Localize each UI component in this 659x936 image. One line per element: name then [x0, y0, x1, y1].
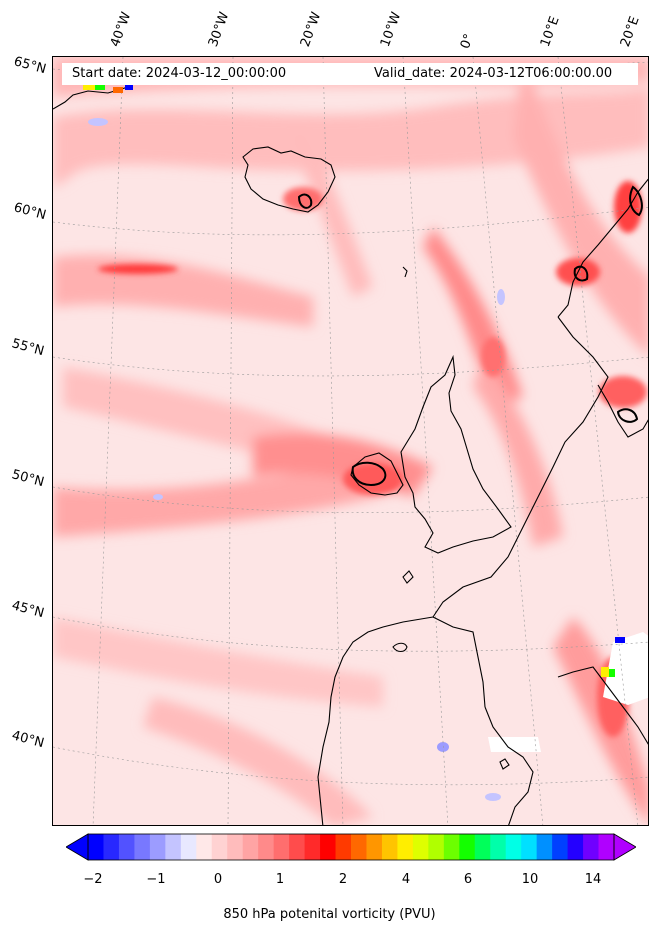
negative-pv-patches [88, 118, 505, 801]
pv-contours [297, 185, 643, 487]
colorbar-segment [521, 834, 538, 860]
colorbar-over-arrow [613, 833, 636, 861]
colorbar-segment [149, 834, 166, 860]
colorbar-segment [567, 834, 584, 860]
colorbar-segment [258, 834, 275, 860]
header-band [62, 63, 638, 85]
lon-label-30w: 30°W [205, 10, 233, 49]
colorbar-segment [273, 834, 290, 860]
colorbar-segment [583, 834, 600, 860]
lat-label-50n: 50°N [10, 467, 46, 491]
colorbar-outline [87, 833, 615, 861]
lon-label-10w: 10°W [377, 10, 405, 49]
colorbar-tick-label: 14 [584, 872, 602, 887]
colorbar-segment [242, 834, 259, 860]
colorbar-segment [351, 834, 367, 860]
colorbar-segment [320, 834, 337, 860]
colorbar-segment [490, 834, 507, 860]
lon-label-10e: 10°E [537, 14, 563, 50]
colorbar-segment [289, 834, 306, 860]
colorbar-segment [165, 834, 182, 860]
valid-date-text: Valid_date: 2024-03-12T06:00:00.00 [374, 66, 613, 81]
colorbar-segment [397, 834, 414, 860]
lat-label-45n: 45°N [10, 598, 46, 622]
colorbar-segment [505, 834, 522, 860]
start-date-text: Start date: 2024-03-12_00:00:00 [72, 66, 287, 81]
colorbar-tick-label: 1 [275, 872, 285, 887]
colorbar-label: 850 hPa potenital vorticity (PVU) [223, 907, 436, 922]
lat-label-55n: 55°N [10, 336, 46, 360]
colorbar-tick-label: 6 [463, 872, 473, 887]
colorbar-segment [598, 834, 615, 860]
lat-label-40n: 40°N [10, 728, 46, 752]
pv-field-map [53, 57, 648, 825]
colorbar-segment [412, 834, 429, 860]
colorbar-segment [196, 834, 213, 860]
colorbar-segment [118, 834, 135, 860]
colorbar-tick-label: −1 [146, 872, 166, 887]
masked-terrain [488, 632, 648, 752]
colorbar-segment [180, 834, 197, 860]
colorbar [66, 833, 636, 861]
lat-label-60n: 60°N [12, 200, 48, 224]
lon-label-40w: 40°W [107, 10, 135, 49]
colorbar-segment [227, 834, 244, 860]
colorbar-segment [304, 834, 321, 860]
colorbar-segment [381, 834, 398, 860]
lat-label-65n: 65°N [12, 54, 48, 78]
colorbar-tick-label: 0 [213, 872, 223, 887]
colorbar-segments [88, 834, 615, 860]
lon-label-0: 0° [457, 31, 478, 51]
colorbar-tick-label: 2 [338, 872, 348, 887]
colorbar-segment [552, 834, 569, 860]
colorbar-under-arrow [66, 833, 89, 861]
colorbar-tick-label: 10 [521, 872, 539, 887]
colorbar-segment [134, 834, 151, 860]
lon-label-20w: 20°W [297, 10, 325, 49]
colorbar-segment [536, 834, 553, 860]
map-panel [52, 56, 649, 826]
colorbar-segment [88, 834, 104, 860]
colorbar-segment [459, 834, 476, 860]
lon-label-20e: 20°E [617, 14, 643, 50]
colorbar-segment [428, 834, 445, 860]
graticule [53, 57, 648, 825]
colorbar-segment [103, 834, 120, 860]
colorbar-segment [335, 834, 352, 860]
colorbar-segment [211, 834, 228, 860]
high-pv-edge [83, 85, 625, 677]
colorbar-tick-label: 4 [401, 872, 411, 887]
colorbar-segment [366, 834, 383, 860]
colorbar-tick-label: −2 [83, 872, 103, 887]
colorbar-segment [443, 834, 460, 860]
colorbar-segment [474, 834, 491, 860]
